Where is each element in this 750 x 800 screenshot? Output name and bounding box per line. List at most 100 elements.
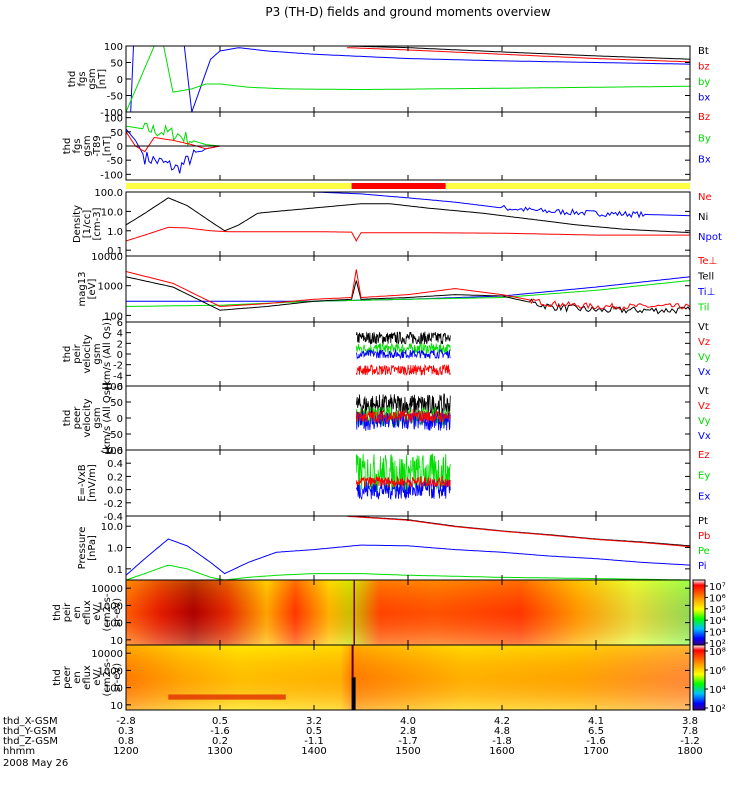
y-axis-label: Density [1/cc] [cm-3] <box>72 205 103 243</box>
burst-line-3 <box>355 408 451 424</box>
orbit-value: -1.2 <box>680 736 700 747</box>
orbit-value: 6.5 <box>588 726 604 737</box>
y-tick-label: 100 <box>104 114 123 125</box>
panel-plot <box>126 580 690 645</box>
y-tick-label: 1000 <box>98 282 123 293</box>
panel-plot <box>126 192 690 242</box>
y-axis-label: Pressure [nPa] <box>77 527 98 570</box>
mode-bar-burst <box>351 183 446 189</box>
series-line-1 <box>126 122 690 147</box>
y-tick-label: 100 <box>104 619 123 630</box>
y-label-line: eflux <box>82 665 93 690</box>
y-label-line: gsm <box>92 343 103 364</box>
y-tick-label: 100 <box>104 311 123 322</box>
y-label-line: en <box>72 671 83 684</box>
orbit-value: 1200 <box>113 746 138 757</box>
y-label-line: gsm <box>92 407 103 428</box>
series-line-2 <box>126 131 690 153</box>
y-tick-label: -2 <box>113 361 123 372</box>
y-tick-label: -6 <box>113 382 123 393</box>
series-line-3 <box>346 516 690 548</box>
y-tick-label: 0 <box>117 414 123 425</box>
legend-entry: Pb <box>698 531 710 542</box>
series-line-1 <box>126 280 690 307</box>
y-label-line: thd <box>52 604 63 621</box>
orbit-value: 0.5 <box>306 726 322 737</box>
y-tick-label: 100 <box>104 382 123 393</box>
panel-frame <box>125 191 691 257</box>
orbit-value: 0.8 <box>118 736 134 747</box>
y-tick-label: 0.2 <box>107 472 123 483</box>
series-line-2 <box>126 276 690 315</box>
orbit-row-label: thd_Z-GSM <box>3 736 58 747</box>
y-label-line: thd <box>67 71 78 88</box>
date-label: 2008 May 26 <box>3 758 68 769</box>
y-tick-label: 0 <box>117 142 123 153</box>
colorbar-label: 10⁷ <box>709 582 726 593</box>
y-label-line: [nT] <box>102 136 113 156</box>
y-label-line: [eV] <box>87 279 98 300</box>
orbit-value: -1.6 <box>586 736 606 747</box>
orbit-value: 4.0 <box>400 716 416 727</box>
legend-entry: By <box>698 133 711 144</box>
colorbar-label: 10⁴ <box>709 616 726 627</box>
panel-fgs-t89: 100 50 0 -50 -100 thd fgs gsm -T89 [nT] Bz By Bx <box>62 111 711 181</box>
legend-entry: Pe <box>698 546 710 557</box>
legend-entry: Ti⊥ <box>697 287 715 298</box>
panel-plot <box>126 645 690 710</box>
y-tick-label: 100.0 <box>94 188 123 199</box>
burst-line-2 <box>355 475 451 489</box>
orbit-value: 0.3 <box>118 726 134 737</box>
orbit-axis: thd_X-GSM -2.8 0.5 3.2 4.0 4.2 4.1 3.8thd_Y-GSM… <box>3 716 703 757</box>
legend-entry: Bt <box>698 46 709 57</box>
y-axis-label: thd peir velocity gsm [km/s (All Qs)] <box>62 318 113 390</box>
chart-title: P3 (TH-D) fields and ground moments over… <box>265 5 550 19</box>
orbit-value: 0.2 <box>212 736 228 747</box>
burst-line-3 <box>355 363 451 376</box>
y-label-line: eV/ <box>92 669 103 686</box>
legend-entry: Vt <box>698 322 709 333</box>
legend-entry: Pi <box>698 561 707 572</box>
panel-efield: 0.6 0.4 0.2 0.0 -0.2 -0.4 E=-VxB [mV/m] Ez Ey Ex <box>77 446 710 523</box>
legend-entry: Bz <box>698 112 710 123</box>
y-label-line: [km/s (All Qs)] <box>102 382 113 454</box>
y-label-line: gsm <box>87 68 98 89</box>
series-line-2 <box>346 516 690 547</box>
colorbar-label: 10⁴ <box>709 685 726 696</box>
colorbar-label: 10⁸ <box>709 647 726 658</box>
orbit-value: 7.8 <box>682 726 698 737</box>
panel-temp: 10000 1000 100 mag13 [eV] Te⊥ Tell Ti⊥ Til <box>77 252 717 323</box>
y-label-line: [1/cc] <box>82 210 93 239</box>
colorbar-label: 10⁶ <box>709 666 726 677</box>
legend-entry: Pt <box>698 516 708 527</box>
y-label-line: en <box>72 606 83 619</box>
spectro-band <box>168 694 286 700</box>
y-tick-label: 0.4 <box>107 459 123 470</box>
orbit-value: 1400 <box>301 746 326 757</box>
legend-entry: Ni <box>698 212 708 223</box>
legend-entry: Vx <box>698 367 711 378</box>
y-tick-label: -100 <box>100 170 123 181</box>
panel-pressure: 10.0 1.0 0.1 Pressure [nPa] Pt Pb Pe Pi <box>77 515 710 581</box>
orbit-row-label: thd_Y-GSM <box>3 726 56 737</box>
legend-entry: Ez <box>698 450 710 461</box>
legend-entry: Ex <box>698 491 710 502</box>
colorbar-label: 10³ <box>709 628 726 639</box>
y-tick-label: 0 <box>117 350 123 361</box>
panel-frame <box>125 515 691 581</box>
y-tick-label: 10.0 <box>101 522 123 533</box>
y-label-line: peir <box>62 602 73 622</box>
y-label-line: E=-VxB <box>77 464 88 501</box>
y-label-line: peir <box>72 343 83 363</box>
panel-peer-en: 10000 1000 100 10 thd peer en eflux eV/(cm2-s-sr… <box>52 644 726 715</box>
legend-entry: Vy <box>698 416 711 427</box>
orbit-value: 1800 <box>677 746 702 757</box>
y-tick-label: 0 <box>117 75 123 86</box>
y-tick-label: -50 <box>107 92 123 103</box>
panel-plot <box>126 516 690 580</box>
orbit-value: -2.8 <box>116 716 136 727</box>
y-tick-label: 1000 <box>98 666 123 677</box>
